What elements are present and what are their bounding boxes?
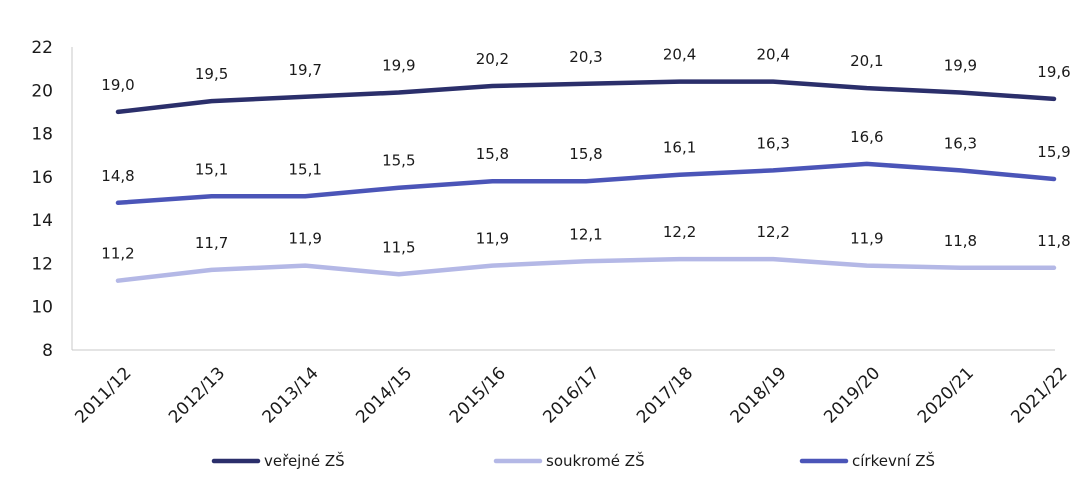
series-line-1 bbox=[115, 256, 1057, 283]
data-label: 20,4 bbox=[756, 46, 789, 64]
data-label: 20,1 bbox=[850, 52, 883, 70]
y-tick-label: 12 bbox=[31, 254, 53, 274]
legend-label: soukromé ZŠ bbox=[546, 451, 645, 470]
x-tick-label: 2021/22 bbox=[1007, 363, 1071, 427]
data-label: 14,8 bbox=[101, 167, 134, 185]
x-tick-label: 2016/17 bbox=[539, 363, 603, 427]
data-label: 11,8 bbox=[1037, 232, 1070, 250]
x-tick-label: 2018/19 bbox=[727, 363, 791, 427]
data-label: 12,1 bbox=[569, 225, 602, 243]
data-label: 20,2 bbox=[476, 50, 509, 68]
data-label: 19,9 bbox=[382, 56, 415, 74]
data-label: 11,7 bbox=[195, 234, 228, 252]
y-tick-label: 14 bbox=[31, 211, 53, 231]
data-label: 16,3 bbox=[756, 134, 789, 152]
x-tick-label: 2015/16 bbox=[446, 363, 510, 427]
data-label: 15,8 bbox=[569, 145, 602, 163]
data-label: 20,4 bbox=[663, 46, 696, 64]
data-label: 15,8 bbox=[476, 145, 509, 163]
x-tick-label: 2020/21 bbox=[914, 363, 978, 427]
data-label: 12,2 bbox=[756, 223, 789, 241]
legend-label: církevní ZŠ bbox=[852, 451, 935, 470]
data-label: 19,0 bbox=[101, 76, 134, 94]
data-label: 16,1 bbox=[663, 139, 696, 157]
data-label: 15,1 bbox=[195, 160, 228, 178]
data-label: 15,5 bbox=[382, 152, 415, 170]
data-label: 16,6 bbox=[850, 128, 883, 146]
x-tick-label: 2017/18 bbox=[633, 363, 697, 427]
data-label: 19,5 bbox=[195, 65, 228, 83]
y-tick-label: 10 bbox=[31, 298, 53, 318]
data-label: 15,9 bbox=[1037, 143, 1070, 161]
y-tick-label: 8 bbox=[42, 341, 53, 361]
y-tick-label: 22 bbox=[31, 38, 53, 58]
data-label: 11,2 bbox=[101, 245, 134, 263]
data-label: 11,8 bbox=[944, 232, 977, 250]
data-label: 11,9 bbox=[476, 230, 509, 248]
x-tick-label: 2012/13 bbox=[165, 363, 229, 427]
data-label: 19,9 bbox=[944, 56, 977, 74]
data-label: 16,3 bbox=[944, 134, 977, 152]
data-label: 19,6 bbox=[1037, 63, 1070, 81]
legend-label: veřejné ZŠ bbox=[264, 451, 345, 470]
data-label: 12,2 bbox=[663, 223, 696, 241]
data-label: 20,3 bbox=[569, 48, 602, 66]
x-tick-label: 2014/15 bbox=[352, 363, 416, 427]
data-label: 11,5 bbox=[382, 238, 415, 256]
x-tick-label: 2011/12 bbox=[71, 363, 135, 427]
series-line-2 bbox=[115, 161, 1057, 206]
y-tick-label: 20 bbox=[31, 81, 53, 101]
y-tick-label: 18 bbox=[31, 125, 53, 145]
data-label: 15,1 bbox=[288, 160, 321, 178]
data-label: 11,9 bbox=[288, 230, 321, 248]
data-label: 19,7 bbox=[288, 61, 321, 79]
series-line-0 bbox=[115, 79, 1057, 115]
x-tick-label: 2013/14 bbox=[259, 363, 323, 427]
data-label: 11,9 bbox=[850, 230, 883, 248]
y-tick-label: 16 bbox=[31, 168, 53, 188]
x-tick-label: 2019/20 bbox=[820, 363, 884, 427]
